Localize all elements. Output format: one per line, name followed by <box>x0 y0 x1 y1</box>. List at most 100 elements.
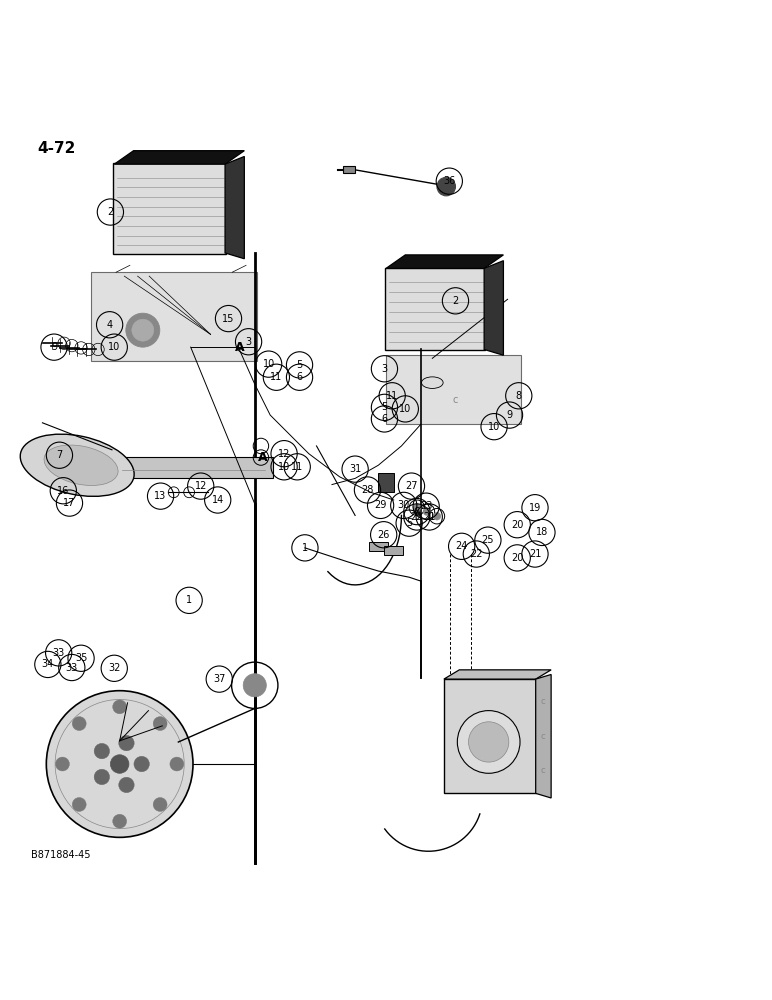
Text: A: A <box>235 341 244 354</box>
Text: 10: 10 <box>262 359 275 369</box>
Text: c: c <box>540 766 545 775</box>
Text: 27: 27 <box>405 481 418 491</box>
FancyBboxPatch shape <box>91 272 257 361</box>
Text: 29: 29 <box>374 500 387 510</box>
Text: 32: 32 <box>108 663 120 673</box>
FancyBboxPatch shape <box>385 268 485 350</box>
Circle shape <box>134 756 149 772</box>
Circle shape <box>73 798 86 811</box>
Text: 1: 1 <box>186 595 192 605</box>
Text: c: c <box>540 697 545 706</box>
Circle shape <box>153 717 167 731</box>
Bar <box>384 546 403 555</box>
Text: 5: 5 <box>296 360 303 370</box>
Circle shape <box>413 504 421 512</box>
Text: 13: 13 <box>154 491 167 501</box>
Text: 10: 10 <box>108 342 120 352</box>
Circle shape <box>469 722 509 762</box>
Circle shape <box>423 508 431 515</box>
Ellipse shape <box>44 445 118 485</box>
Text: 37: 37 <box>213 674 225 684</box>
Text: 10: 10 <box>399 404 411 414</box>
Text: 10: 10 <box>488 422 500 432</box>
Circle shape <box>132 319 154 341</box>
Text: 4-72: 4-72 <box>37 141 76 156</box>
Text: 25: 25 <box>482 535 494 545</box>
Text: 14: 14 <box>212 495 224 505</box>
Text: 5: 5 <box>381 402 388 412</box>
Circle shape <box>110 755 129 773</box>
Text: 3: 3 <box>245 337 252 347</box>
Text: 36: 36 <box>443 176 455 186</box>
Polygon shape <box>386 255 503 268</box>
Circle shape <box>433 512 441 520</box>
Text: 28: 28 <box>361 485 374 495</box>
Text: 26: 26 <box>378 530 390 540</box>
FancyBboxPatch shape <box>386 355 521 424</box>
Text: 16: 16 <box>57 486 69 496</box>
Text: 31: 31 <box>349 464 361 474</box>
Circle shape <box>94 769 110 785</box>
Text: 24: 24 <box>455 541 468 551</box>
Circle shape <box>437 177 455 196</box>
Text: 17: 17 <box>63 498 76 508</box>
Text: 3: 3 <box>381 364 388 374</box>
Text: c: c <box>453 395 458 405</box>
FancyBboxPatch shape <box>113 163 225 254</box>
Ellipse shape <box>422 377 443 388</box>
Polygon shape <box>225 156 244 259</box>
Text: 11: 11 <box>291 462 303 472</box>
Text: B871884-45: B871884-45 <box>31 850 90 860</box>
Text: 33: 33 <box>66 663 78 673</box>
Circle shape <box>46 691 193 837</box>
Text: 20: 20 <box>511 553 523 563</box>
Circle shape <box>126 313 160 347</box>
Circle shape <box>94 743 110 759</box>
Text: 35: 35 <box>75 653 87 663</box>
Text: 1: 1 <box>302 543 308 553</box>
Polygon shape <box>536 674 551 798</box>
Circle shape <box>113 814 127 828</box>
Polygon shape <box>114 151 244 164</box>
Text: 7: 7 <box>56 450 63 460</box>
Bar <box>369 542 388 551</box>
Text: 18: 18 <box>536 527 548 537</box>
Bar <box>343 166 355 173</box>
Text: 12: 12 <box>278 449 290 459</box>
FancyBboxPatch shape <box>114 457 273 478</box>
Ellipse shape <box>20 434 134 496</box>
Circle shape <box>243 674 266 697</box>
Text: 11: 11 <box>270 372 283 382</box>
Polygon shape <box>444 670 551 679</box>
Text: 22: 22 <box>411 512 423 522</box>
Circle shape <box>56 757 69 771</box>
Text: 21: 21 <box>423 512 435 522</box>
Text: 4: 4 <box>107 320 113 330</box>
Text: 22: 22 <box>470 549 482 559</box>
Circle shape <box>113 700 127 714</box>
Text: A: A <box>258 451 267 464</box>
Text: c: c <box>540 732 545 741</box>
Text: 6: 6 <box>414 507 420 517</box>
Text: 23: 23 <box>420 501 432 511</box>
Polygon shape <box>484 261 503 355</box>
Text: 6: 6 <box>296 372 303 382</box>
Text: 34: 34 <box>42 659 54 669</box>
Text: 10: 10 <box>278 462 290 472</box>
Circle shape <box>457 711 520 773</box>
Text: 11: 11 <box>386 391 398 401</box>
Text: 20: 20 <box>511 520 523 530</box>
Text: 8: 8 <box>516 391 522 401</box>
FancyBboxPatch shape <box>444 679 536 793</box>
Text: 12: 12 <box>195 481 207 491</box>
Text: 6: 6 <box>381 414 388 424</box>
Text: 9: 9 <box>506 410 513 420</box>
Text: 21: 21 <box>529 549 541 559</box>
Circle shape <box>170 757 184 771</box>
Text: 15: 15 <box>222 314 235 324</box>
Text: 33: 33 <box>52 648 65 658</box>
Text: 30: 30 <box>398 500 410 510</box>
Text: 2: 2 <box>107 207 113 217</box>
Text: 2: 2 <box>452 296 459 306</box>
Text: 5: 5 <box>406 518 412 528</box>
